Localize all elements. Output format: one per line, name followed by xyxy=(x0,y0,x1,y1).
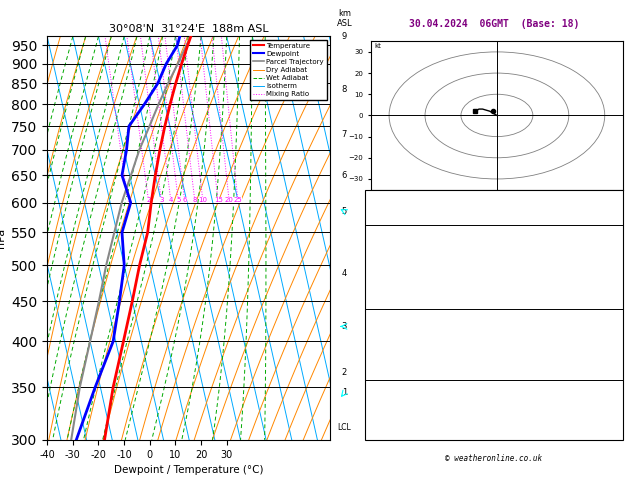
Text: -1: -1 xyxy=(609,405,620,415)
Text: Pressure (mb): Pressure (mb) xyxy=(368,322,438,331)
Text: SREH: SREH xyxy=(368,405,389,415)
Text: 5: 5 xyxy=(342,207,347,216)
Text: StmDir: StmDir xyxy=(368,417,400,426)
Text: 5: 5 xyxy=(176,197,181,203)
Text: 0.77: 0.77 xyxy=(598,215,620,224)
Text: Totals Totals: Totals Totals xyxy=(368,203,438,212)
X-axis label: Dewpoint / Temperature (°C): Dewpoint / Temperature (°C) xyxy=(114,465,264,475)
Text: K: K xyxy=(368,191,374,200)
Text: Dewp (°C): Dewp (°C) xyxy=(368,251,416,260)
Text: 4: 4 xyxy=(342,269,347,278)
Text: CAPE (J): CAPE (J) xyxy=(368,358,411,367)
Text: Lifted Index: Lifted Index xyxy=(368,275,433,283)
Text: Lifted Index: Lifted Index xyxy=(368,346,433,355)
Text: Most Unstable: Most Unstable xyxy=(459,310,529,319)
Title: 30°08'N  31°24'E  188m ASL: 30°08'N 31°24'E 188m ASL xyxy=(109,24,269,35)
Text: 23: 23 xyxy=(609,203,620,212)
Text: 25: 25 xyxy=(234,197,242,203)
Text: Surface: Surface xyxy=(475,227,513,236)
Text: CIN (J): CIN (J) xyxy=(368,298,406,307)
Text: 9: 9 xyxy=(342,32,347,41)
Text: 2: 2 xyxy=(342,367,347,377)
Text: 314: 314 xyxy=(603,262,620,272)
Text: θₑ(K): θₑ(K) xyxy=(368,262,395,272)
Text: CIN (J): CIN (J) xyxy=(368,370,406,379)
Text: EH: EH xyxy=(368,394,379,402)
Text: Temp (°C): Temp (°C) xyxy=(368,239,416,248)
Text: 0: 0 xyxy=(614,286,620,295)
Text: 6: 6 xyxy=(342,171,347,180)
Text: CAPE (J): CAPE (J) xyxy=(368,286,411,295)
Text: 315: 315 xyxy=(603,334,620,343)
Text: 0: 0 xyxy=(614,358,620,367)
Text: -32: -32 xyxy=(603,394,620,402)
Text: 13: 13 xyxy=(609,429,620,438)
Text: θₑ (K): θₑ (K) xyxy=(368,334,400,343)
Text: 1: 1 xyxy=(126,197,130,203)
Text: 20: 20 xyxy=(225,197,234,203)
Text: © weatheronline.co.uk: © weatheronline.co.uk xyxy=(445,454,542,464)
Text: 10: 10 xyxy=(199,197,208,203)
Text: -23: -23 xyxy=(603,191,620,200)
Text: 11.7: 11.7 xyxy=(598,251,620,260)
Y-axis label: hPa: hPa xyxy=(0,228,6,248)
Text: Hodograph: Hodograph xyxy=(470,382,518,391)
Text: 1: 1 xyxy=(342,388,347,398)
Text: 7: 7 xyxy=(342,130,347,139)
Text: PW (cm): PW (cm) xyxy=(368,215,406,224)
Text: 8: 8 xyxy=(342,85,347,94)
Text: 0: 0 xyxy=(614,370,620,379)
Text: 975: 975 xyxy=(603,322,620,331)
Text: 4: 4 xyxy=(169,197,173,203)
Text: 5: 5 xyxy=(614,346,620,355)
Text: 6: 6 xyxy=(614,275,620,283)
Text: km
ASL: km ASL xyxy=(337,9,352,28)
Text: 16: 16 xyxy=(609,239,620,248)
Text: 352°: 352° xyxy=(598,417,620,426)
Text: 2: 2 xyxy=(147,197,151,203)
Text: 3: 3 xyxy=(342,322,347,331)
Text: kt: kt xyxy=(375,43,382,50)
Text: 30.04.2024  06GMT  (Base: 18): 30.04.2024 06GMT (Base: 18) xyxy=(409,19,579,29)
Text: 8: 8 xyxy=(192,197,198,203)
Text: 15: 15 xyxy=(214,197,223,203)
Text: 3: 3 xyxy=(159,197,164,203)
Legend: Temperature, Dewpoint, Parcel Trajectory, Dry Adiabat, Wet Adiabat, Isotherm, Mi: Temperature, Dewpoint, Parcel Trajectory… xyxy=(250,40,326,100)
Text: StmSpd (kt): StmSpd (kt) xyxy=(368,429,427,438)
Text: LCL: LCL xyxy=(338,423,351,432)
Text: 6: 6 xyxy=(182,197,187,203)
Text: 0: 0 xyxy=(614,298,620,307)
